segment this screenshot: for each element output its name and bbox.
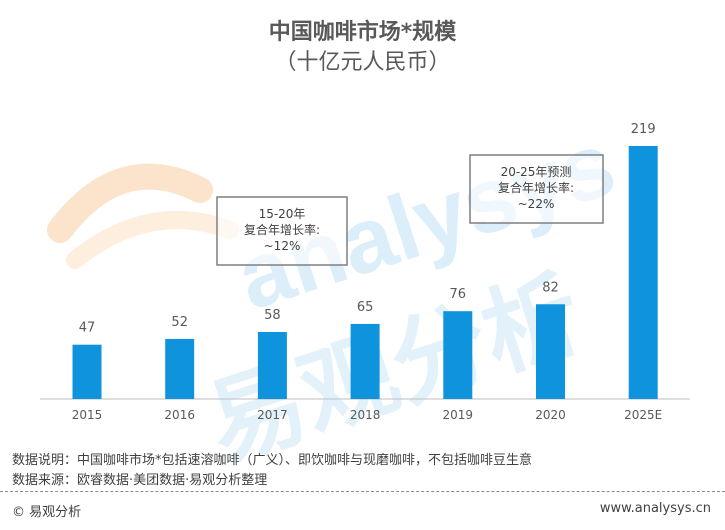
value-label-2018: 65 (357, 300, 374, 315)
tick-labels-group: 2015 2016 2017 2018 2019 2020 2025E (72, 408, 663, 422)
tick-label-2017: 2017 (257, 408, 288, 422)
bars-group (72, 146, 658, 399)
annotation-2-line-1: 20-25年预测 (501, 165, 572, 179)
value-label-2020: 82 (542, 280, 559, 295)
bar-2016 (165, 338, 195, 399)
chart-title: 中国咖啡市场*规模 (268, 20, 457, 45)
bar-chart: 47 52 58 65 76 82 219 2015 2016 2017 2018 2019 2020… (40, 122, 690, 422)
annotation-2-line-3: ~22% (518, 197, 555, 211)
footer-copyright: © 易观分析 (12, 505, 82, 520)
value-label-2017: 58 (264, 308, 281, 323)
data-explanation-note: 数据说明：中国咖啡市场*包括速溶咖啡（广义）、即饮咖啡与现磨咖啡，不包括咖啡豆生… (12, 453, 533, 468)
annotation-2-line-2: 复合年增长率: (498, 180, 574, 195)
tick-label-2016: 2016 (164, 408, 195, 422)
bar-2019 (443, 311, 473, 399)
tick-label-2018: 2018 (350, 408, 381, 422)
value-label-2015: 47 (79, 321, 96, 336)
annotation-1-line-1: 15-20年 (259, 207, 306, 221)
bar-2020 (536, 304, 565, 399)
data-source-note: 数据来源：欧睿数据·美团数据·易观分析整理 (12, 473, 268, 488)
bar-2015 (72, 344, 102, 399)
value-label-2019: 76 (450, 287, 467, 302)
value-label-2025E: 219 (631, 122, 656, 137)
chart-subtitle: （十亿元人民币） (274, 50, 451, 75)
tick-label-2015: 2015 (72, 408, 103, 422)
bar-2025E (628, 146, 658, 399)
bar-2018 (350, 323, 380, 399)
annotation-box-2: 20-25年预测 复合年增长率: ~22% (469, 154, 604, 224)
annotation-1-line-2: 复合年增长率: (244, 222, 320, 237)
tick-label-2019: 2019 (443, 408, 474, 422)
annotation-1-line-3: ~12% (264, 239, 301, 253)
footer-url[interactable]: www.analysys.cn (599, 501, 711, 516)
bar-2017 (257, 331, 287, 399)
value-labels-group: 47 52 58 65 76 82 219 (79, 122, 656, 336)
tick-label-2020: 2020 (535, 408, 566, 422)
footer-divider (0, 491, 725, 492)
tick-label-2025E: 2025E (624, 408, 662, 422)
value-label-2016: 52 (171, 315, 188, 330)
annotation-box-1: 15-20年 复合年增长率: ~12% (216, 196, 348, 266)
